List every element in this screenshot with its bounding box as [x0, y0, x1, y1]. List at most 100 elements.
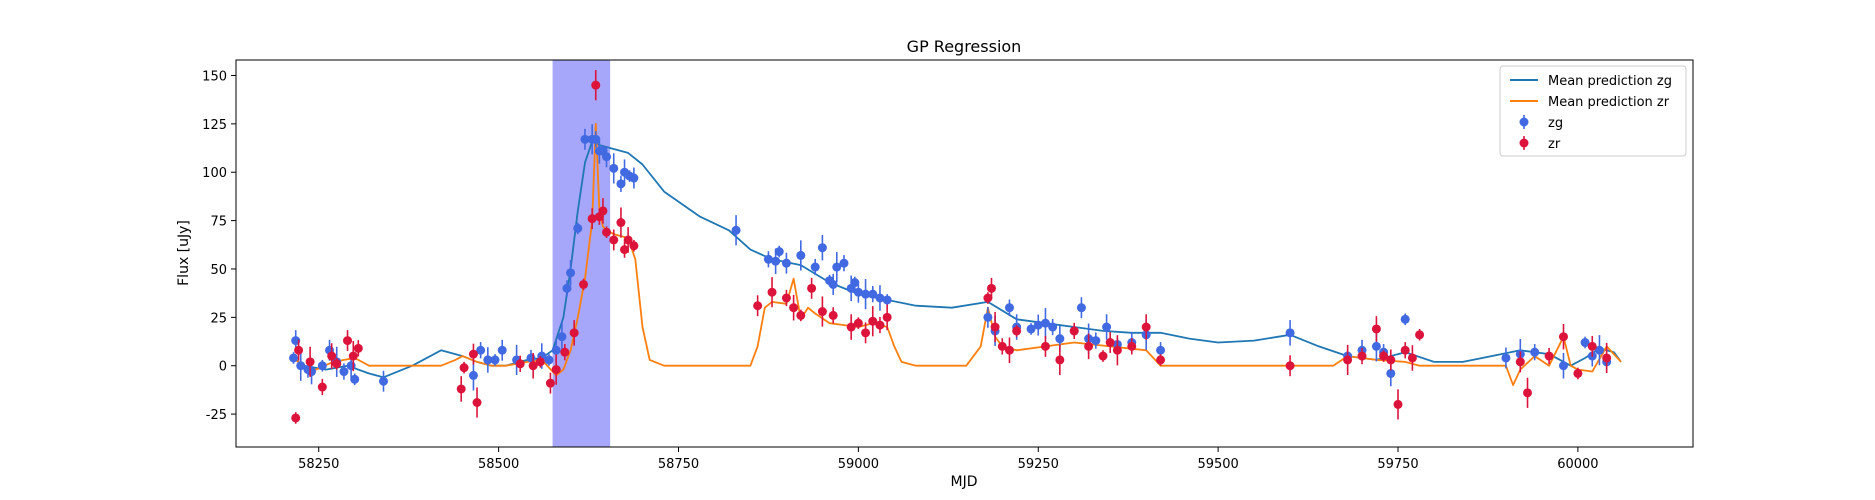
x-tick-label: 59250: [1018, 457, 1059, 472]
marker: [1573, 369, 1582, 378]
y-tick-label: 25: [210, 311, 227, 326]
marker: [991, 323, 1000, 332]
marker: [526, 353, 535, 362]
marker: [294, 346, 303, 355]
highlight-span: [553, 60, 611, 447]
marker: [318, 383, 327, 392]
marker: [1055, 355, 1064, 364]
marker: [379, 377, 388, 386]
point-zg: [782, 253, 791, 274]
point-zg: [1401, 313, 1410, 325]
marker: [609, 235, 618, 244]
marker: [854, 319, 863, 328]
point-zr: [1415, 329, 1424, 341]
x-tick-label: 59750: [1377, 457, 1418, 472]
point-zr: [318, 379, 327, 395]
legend-label: zr: [1548, 137, 1561, 152]
marker: [609, 164, 618, 173]
marker: [771, 257, 780, 266]
y-tick-label: 75: [210, 215, 227, 230]
point-zg: [498, 340, 507, 361]
x-tick-label: 59000: [838, 457, 879, 472]
marker: [818, 307, 827, 316]
point-zg: [629, 168, 638, 189]
legend-marker-swatch: [1520, 118, 1529, 127]
marker: [796, 251, 805, 260]
x-tick-label: 58250: [298, 457, 339, 472]
point-zr: [1070, 323, 1079, 339]
marker: [318, 361, 327, 370]
marker: [753, 301, 762, 310]
marker: [1523, 388, 1532, 397]
point-zg: [296, 351, 305, 381]
point-zr: [1545, 348, 1554, 364]
point-zr: [1156, 354, 1165, 366]
marker: [1602, 353, 1611, 362]
marker: [349, 352, 358, 361]
marker: [796, 311, 805, 320]
marker: [829, 311, 838, 320]
legend-label: Mean prediction zg: [1548, 74, 1672, 89]
marker: [983, 313, 992, 322]
plot-frame: [236, 60, 1693, 447]
highlight-span-layer: [553, 60, 611, 447]
marker: [457, 384, 466, 393]
marker: [1401, 315, 1410, 324]
point-zr: [1394, 389, 1403, 419]
marker: [1048, 323, 1057, 332]
marker: [1343, 355, 1352, 364]
y-tick-label: 50: [210, 263, 227, 278]
marker: [1588, 342, 1597, 351]
marker: [350, 375, 359, 384]
marker: [807, 284, 816, 293]
marker: [1113, 346, 1122, 355]
marker: [1005, 346, 1014, 355]
legend: Mean prediction zg Mean prediction zr zg zr: [1500, 66, 1686, 156]
marker: [1156, 355, 1165, 364]
point-zg: [883, 294, 892, 306]
marker: [1106, 338, 1115, 347]
marker: [516, 359, 525, 368]
marker: [1401, 346, 1410, 355]
marker: [1358, 352, 1367, 361]
legend-label: Mean prediction zr: [1548, 95, 1670, 110]
marker: [782, 294, 791, 303]
marker: [1099, 352, 1108, 361]
marker: [1559, 361, 1568, 370]
marker: [732, 226, 741, 235]
marker: [1055, 334, 1064, 343]
y-tick-label: 125: [202, 118, 227, 133]
marker: [598, 206, 607, 215]
point-zg: [379, 371, 388, 392]
marker: [629, 174, 638, 183]
marker: [861, 328, 870, 337]
marker: [1091, 336, 1100, 345]
legend-label: zg: [1548, 116, 1563, 131]
marker: [602, 228, 611, 237]
marker: [629, 241, 638, 250]
y-axis-label: Flux [uJy]: [176, 220, 192, 286]
point-zr: [1523, 378, 1532, 408]
y-tick-label: 150: [202, 69, 227, 84]
x-tick-label: 60000: [1557, 457, 1598, 472]
marker: [1286, 328, 1295, 337]
mean-line-zr: [290, 124, 1621, 385]
point-zg: [1077, 297, 1086, 318]
marker: [1012, 326, 1021, 335]
marker: [768, 288, 777, 297]
marker: [347, 361, 356, 370]
marker: [1516, 357, 1525, 366]
point-zr: [796, 310, 805, 322]
marker: [552, 346, 561, 355]
point-zr: [616, 207, 625, 237]
x-tick-label: 59500: [1197, 457, 1238, 472]
y-tick-label: 0: [219, 360, 227, 375]
marker: [839, 259, 848, 268]
marker: [1559, 332, 1568, 341]
marker: [544, 355, 553, 364]
point-zr: [1401, 342, 1410, 358]
marker: [1077, 303, 1086, 312]
marker: [1394, 400, 1403, 409]
point-zr: [457, 376, 466, 402]
